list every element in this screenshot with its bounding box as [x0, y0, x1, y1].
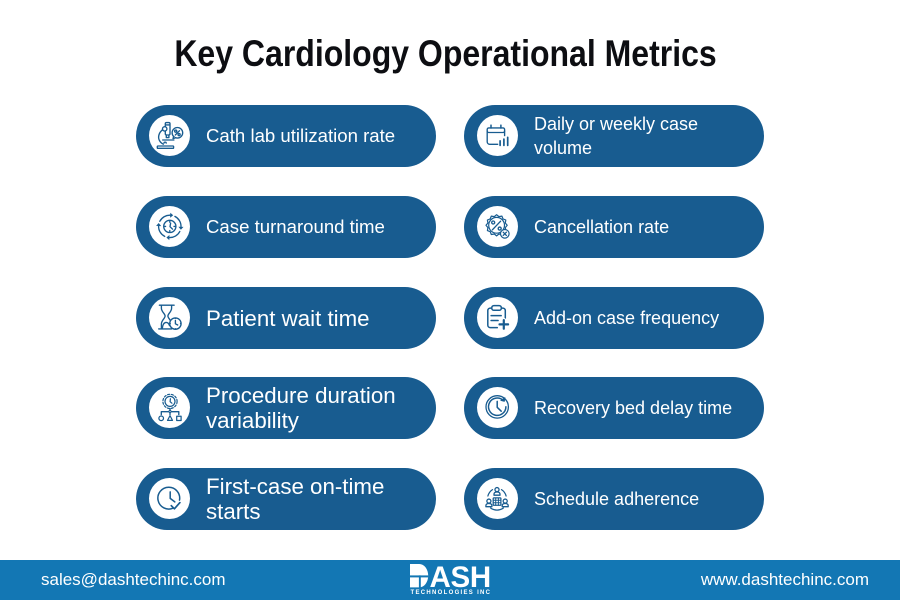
svg-text:TECHNOLOGIES INC: TECHNOLOGIES INC — [411, 590, 492, 596]
svg-text:ASH: ASH — [430, 564, 491, 594]
